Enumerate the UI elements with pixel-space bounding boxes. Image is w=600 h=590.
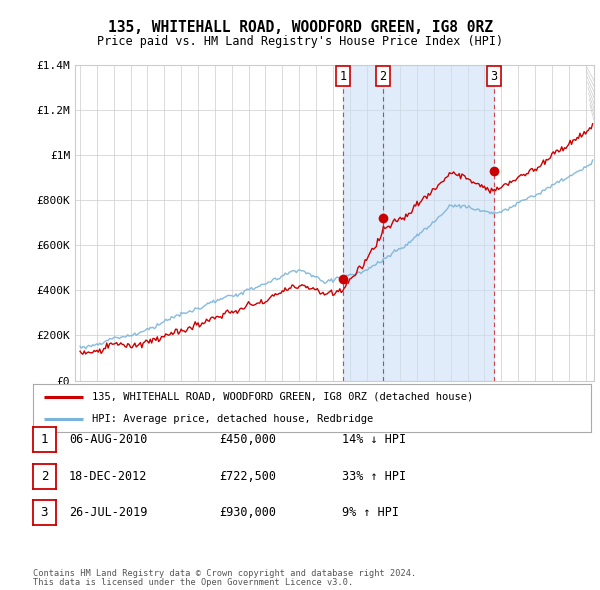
Text: £450,000: £450,000 [219,433,276,446]
Bar [343,65,383,381]
Text: This data is licensed under the Open Government Licence v3.0.: This data is licensed under the Open Gov… [33,578,353,588]
Text: £930,000: £930,000 [219,506,276,519]
Text: 135, WHITEHALL ROAD, WOODFORD GREEN, IG8 0RZ (detached house): 135, WHITEHALL ROAD, WOODFORD GREEN, IG8… [92,392,473,402]
Text: 33% ↑ HPI: 33% ↑ HPI [342,470,406,483]
Text: 1: 1 [339,70,346,83]
Text: 3: 3 [41,506,48,519]
Text: 06-AUG-2010: 06-AUG-2010 [69,433,148,446]
Text: 1: 1 [41,433,48,446]
Bar [383,65,494,381]
Text: £722,500: £722,500 [219,470,276,483]
Text: 2: 2 [379,70,386,83]
Text: Price paid vs. HM Land Registry's House Price Index (HPI): Price paid vs. HM Land Registry's House … [97,35,503,48]
Text: 26-JUL-2019: 26-JUL-2019 [69,506,148,519]
Text: Contains HM Land Registry data © Crown copyright and database right 2024.: Contains HM Land Registry data © Crown c… [33,569,416,578]
Text: 3: 3 [490,70,497,83]
Text: 14% ↓ HPI: 14% ↓ HPI [342,433,406,446]
Text: 2: 2 [41,470,48,483]
Text: 9% ↑ HPI: 9% ↑ HPI [342,506,399,519]
Text: 135, WHITEHALL ROAD, WOODFORD GREEN, IG8 0RZ: 135, WHITEHALL ROAD, WOODFORD GREEN, IG8… [107,20,493,35]
Text: 18-DEC-2012: 18-DEC-2012 [69,470,148,483]
Text: HPI: Average price, detached house, Redbridge: HPI: Average price, detached house, Redb… [92,414,373,424]
